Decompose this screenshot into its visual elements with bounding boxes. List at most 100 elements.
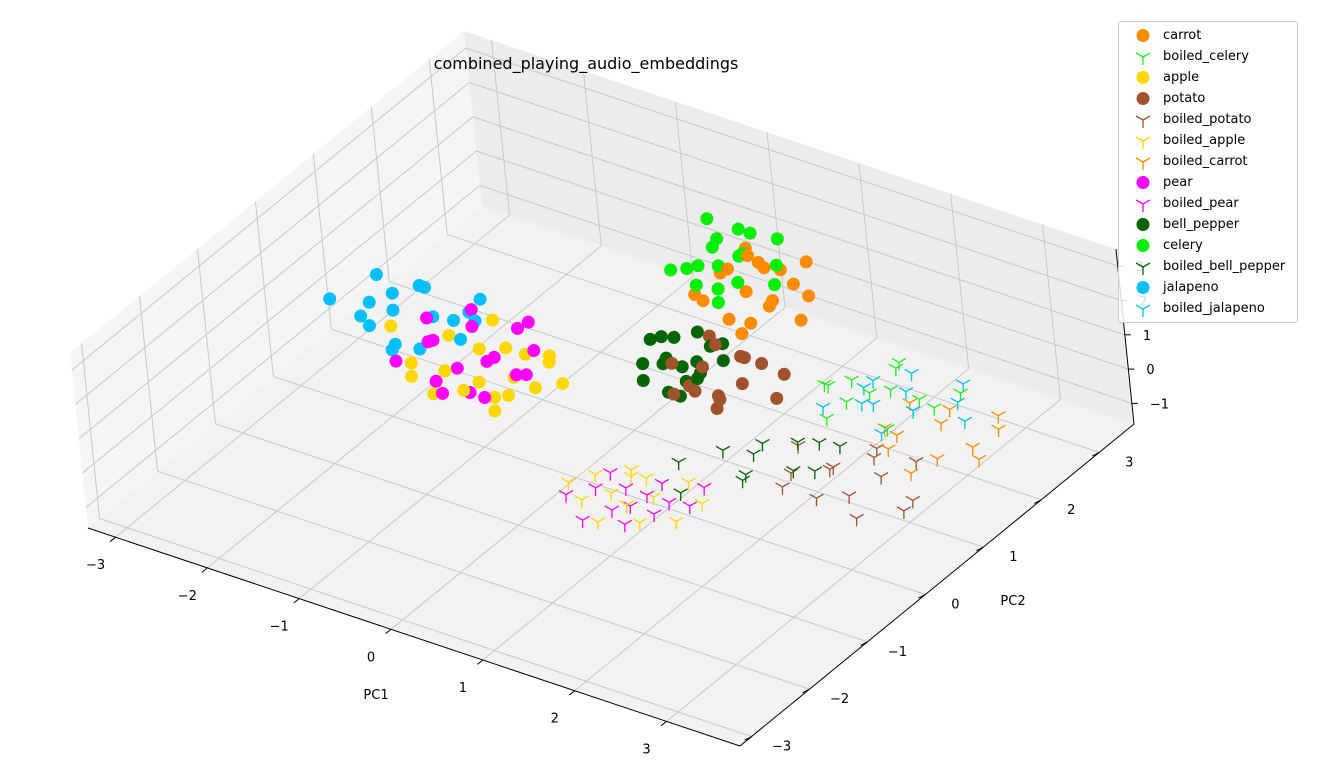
grid-line-x: [674, 101, 694, 277]
y-tick-label-mark: [1034, 499, 1042, 504]
grid-line-z: [469, 81, 1122, 301]
point-boiled-pear: [682, 501, 698, 514]
point-boiled-bell-pepper: [811, 437, 827, 451]
point-potato: [770, 391, 784, 405]
grid-lines: [71, 40, 1133, 738]
point-boiled-apple: [639, 473, 654, 487]
point-potato: [735, 377, 749, 391]
point-boiled-carrot: [933, 418, 949, 432]
point-bell-pepper: [654, 330, 668, 344]
point-celery: [711, 296, 725, 309]
grid-line-y: [81, 343, 101, 519]
point-boiled-potato: [873, 471, 889, 485]
point-boiled-bell-pepper: [786, 465, 801, 479]
x-tick-label: −3: [86, 558, 105, 573]
point-celery: [769, 258, 783, 272]
grid-line-y: [254, 201, 274, 377]
point-jalapeno: [362, 319, 376, 333]
x-tick-label: 3: [642, 742, 650, 757]
point-boiled-apple: [603, 488, 619, 502]
grid-line-z: [74, 82, 470, 405]
data-points: [323, 212, 1006, 533]
point-celery: [689, 278, 703, 292]
point-carrot: [744, 316, 758, 330]
point-celery: [691, 259, 705, 273]
grid-line-x: [1042, 224, 1062, 400]
grid-line-x: [574, 368, 970, 692]
point-boiled-bell-pepper: [673, 488, 689, 501]
grid-line-z: [82, 150, 477, 474]
legend-label: jalapeno: [1163, 280, 1219, 295]
chart-title: combined_playing_audio_embeddings: [434, 54, 739, 74]
point-boiled-apple: [590, 517, 606, 530]
x-tick-label: 2: [551, 712, 559, 727]
point-celery: [710, 232, 724, 246]
legend-label: pear: [1163, 175, 1193, 190]
point-carrot: [799, 255, 813, 269]
point-potato: [696, 360, 709, 374]
point-boiled-potato: [866, 452, 882, 466]
point-jalapeno: [354, 309, 368, 323]
point-bell-pepper: [643, 332, 657, 346]
legend-label: boiled_carrot: [1163, 154, 1248, 169]
point-celery: [664, 263, 678, 277]
legend-label: boiled_jalapeno: [1163, 301, 1265, 316]
grid-line-x: [115, 214, 510, 538]
point-boiled-apple: [561, 477, 576, 491]
grid-line-x: [582, 70, 602, 246]
point-potato: [710, 402, 724, 415]
point-boiled-celery: [883, 385, 898, 398]
point-carrot: [722, 312, 736, 326]
legend-entry-boiled-carrot: boiled_carrot: [1119, 151, 1297, 172]
legend-entry-carrot: carrot: [1119, 25, 1297, 46]
point-boiled-celery: [862, 388, 877, 401]
y-tick-label-mark: [744, 736, 752, 741]
point-jalapeno: [447, 313, 460, 327]
point-boiled-pear: [618, 483, 634, 496]
point-potato: [711, 389, 725, 403]
grid-line-y: [331, 328, 984, 548]
point-boiled-jalapeno: [950, 397, 966, 411]
point-pear: [511, 321, 524, 335]
point-potato: [667, 387, 681, 401]
legend-label: carrot: [1163, 28, 1202, 43]
legend-entry-boiled-bell-pepper: boiled_bell_pepper: [1119, 256, 1297, 277]
legend-marker: [1135, 115, 1151, 128]
point-jalapeno: [473, 292, 487, 306]
point-bell-pepper: [636, 357, 650, 371]
point-boiled-bell-pepper: [671, 457, 686, 471]
legend-label: boiled_potato: [1163, 112, 1252, 127]
y-tick-label-mark: [860, 641, 868, 646]
point-boiled-carrot: [930, 454, 945, 467]
point-boiled-bell-pepper: [807, 466, 823, 480]
legend-marker: [1136, 29, 1150, 42]
point-apple: [472, 342, 486, 356]
grid-line-x: [950, 193, 970, 369]
point-boiled-pear: [617, 519, 633, 533]
grid-line-x: [766, 132, 786, 308]
point-boiled-pear: [639, 490, 655, 504]
point-jalapeno: [418, 280, 432, 294]
point-celery: [700, 212, 714, 226]
point-boiled-carrot: [965, 442, 980, 456]
point-carrot: [739, 285, 753, 299]
point-boiled-jalapeno: [866, 399, 881, 413]
point-jalapeno: [386, 303, 400, 317]
y-tick-label-mark: [802, 688, 810, 694]
point-pear: [487, 350, 501, 364]
point-apple: [472, 375, 486, 389]
point-celery: [711, 282, 725, 296]
back-pane: [464, 31, 1134, 424]
grid-line-y: [196, 248, 216, 424]
legend-marker: [1135, 157, 1151, 170]
point-pear: [521, 315, 535, 329]
point-boiled-bell-pepper: [746, 449, 761, 462]
point-apple: [488, 390, 502, 404]
point-boiled-pear: [575, 515, 590, 529]
y-tick-label: −3: [772, 740, 791, 755]
y-tick-label: −1: [888, 645, 907, 660]
point-carrot: [802, 289, 816, 303]
point-boiled-potato: [822, 464, 838, 478]
legend-marker: [1136, 218, 1150, 231]
